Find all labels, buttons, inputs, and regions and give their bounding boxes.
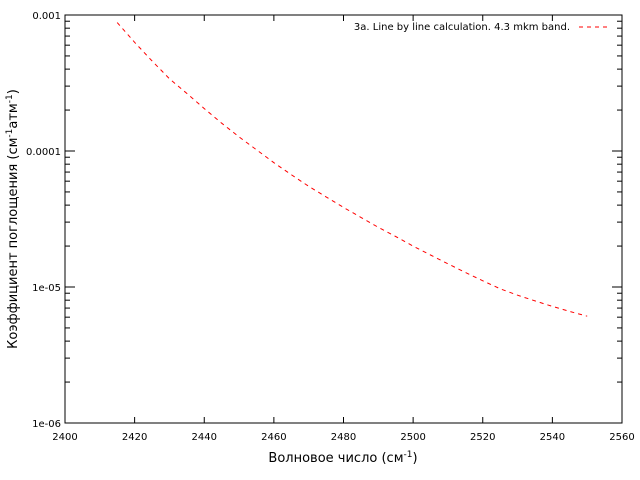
x-tick-label: 2420 bbox=[122, 432, 147, 443]
x-tick-label: 2440 bbox=[192, 432, 217, 443]
y-tick-label: 0.001 bbox=[32, 11, 61, 22]
x-tick-label: 2480 bbox=[331, 432, 356, 443]
y-axis-label: Коэффициент поглощения (см-1атм-1) bbox=[5, 89, 21, 349]
plot-frame bbox=[64, 14, 623, 424]
y-tick-label: 0.0001 bbox=[26, 147, 61, 158]
x-tick-label: 2460 bbox=[261, 432, 286, 443]
x-tick-label: 2400 bbox=[52, 432, 77, 443]
x-tick-label: 2520 bbox=[470, 432, 495, 443]
x-tick-label: 2560 bbox=[609, 432, 634, 443]
axis-tick-labels: 2400 2420 2440 2460 2480 2500 2520 2540 2560 0.00… bbox=[26, 11, 635, 443]
x-tick-label: 2540 bbox=[540, 432, 565, 443]
x-axis-label: Волновое число (см-1) bbox=[268, 450, 417, 466]
y-tick-label: 1e-06 bbox=[32, 419, 61, 430]
series-line bbox=[116, 22, 588, 317]
y-tick-label: 1e-05 bbox=[32, 283, 61, 294]
x-tick-label: 2500 bbox=[400, 432, 425, 443]
legend-label: 3a. Line by line calculation. 4.3 mkm ba… bbox=[354, 22, 570, 33]
legend: 3a. Line by line calculation. 4.3 mkm ba… bbox=[354, 22, 611, 33]
series-layer bbox=[116, 22, 588, 317]
axis-ticks bbox=[64, 14, 623, 424]
